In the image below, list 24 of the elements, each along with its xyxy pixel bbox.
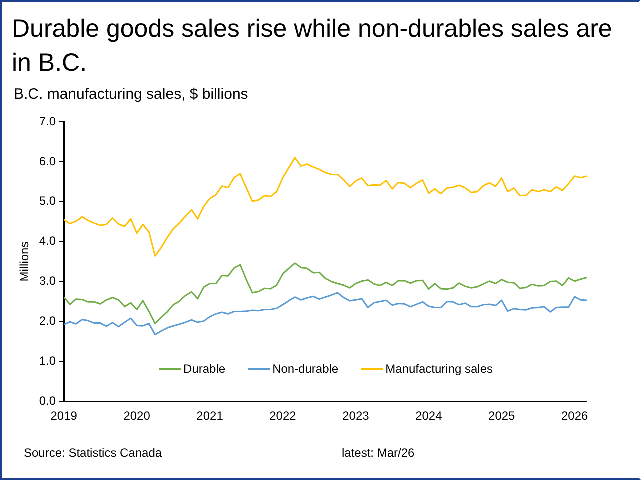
- legend-label: Durable: [184, 362, 226, 376]
- x-tick-label: 2022: [270, 409, 297, 424]
- y-tick-label: 3.0: [39, 274, 56, 288]
- y-tick-label: 2.0: [39, 314, 56, 328]
- legend-label: Manufacturing sales: [386, 362, 493, 376]
- y-tick-label: 5.0: [39, 194, 56, 208]
- y-tick-label: 7.0: [39, 114, 56, 128]
- y-tick-label: 1.0: [39, 354, 56, 368]
- source-note: Source: Statistics Canada: [24, 446, 162, 460]
- y-tick-label: 6.0: [39, 154, 56, 168]
- chart-title: Durable goods sales rise while non-durables sales are in B.C.: [12, 14, 614, 79]
- x-tick-label: 2019: [50, 409, 78, 424]
- x-tick-label: 2024: [416, 409, 443, 424]
- y-tick-label: 0.0: [39, 394, 56, 408]
- x-tick-label: 2020: [124, 409, 151, 424]
- chart-subtitle: B.C. manufacturing sales, $ billions: [14, 86, 248, 103]
- legend-label: Non-durable: [272, 362, 339, 376]
- text: latest: Mar/26: [342, 446, 415, 460]
- x-tick-label: 2023: [342, 409, 370, 424]
- y-tick-label: 4.0: [39, 234, 56, 248]
- x-tick-label: 2026: [561, 409, 589, 424]
- y-axis-title: Millions: [18, 242, 32, 282]
- x-tick-label: 2025: [488, 409, 516, 424]
- x-tick-label: 2021: [196, 409, 224, 424]
